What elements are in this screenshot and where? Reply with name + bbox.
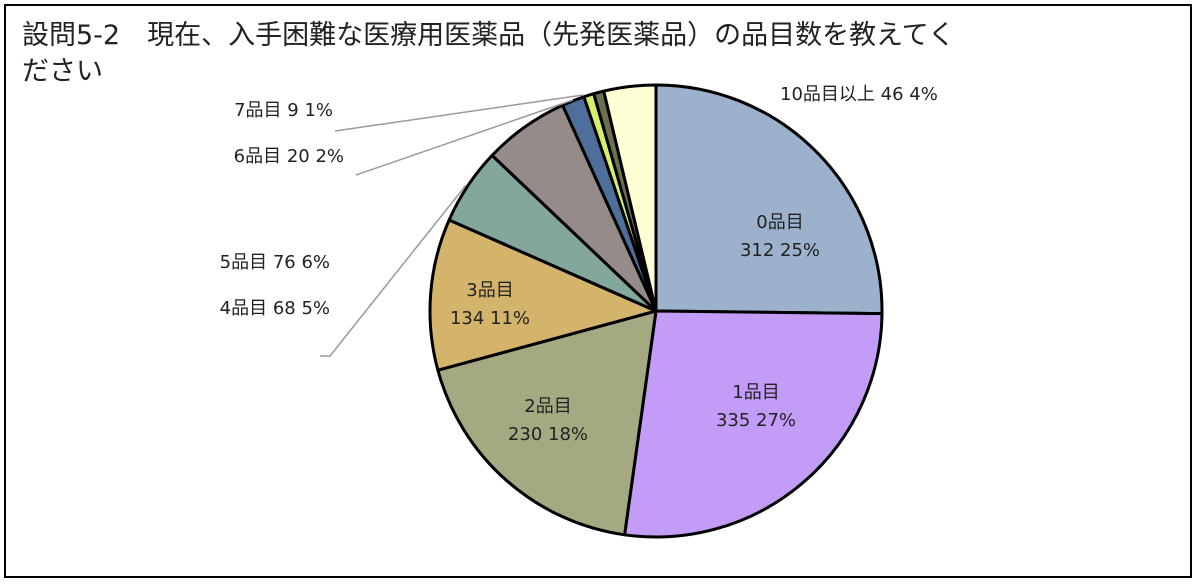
pie-slice-2 [436, 309, 658, 537]
slice-label-4: 4品目 68 5% [220, 298, 330, 319]
slice-label-value-3: 134 11% [450, 308, 530, 329]
leader-line-6 [355, 99, 574, 176]
pie-slice-9 [602, 83, 658, 313]
slice-label-category-3: 3品目 [466, 280, 513, 301]
pie-slice-1 [623, 309, 884, 539]
pie-slice-0 [654, 83, 884, 316]
slice-label-9: 10品目以上 46 4% [780, 84, 938, 105]
slice-label-value-2: 230 18% [508, 424, 588, 445]
leader-line-7 [334, 94, 584, 132]
slice-label-5: 5品目 76 6% [220, 252, 330, 273]
slice-label-value-0: 312 25% [740, 240, 820, 261]
slice-label-category-2: 2品目 [524, 396, 571, 417]
pie-slice-3 [428, 218, 658, 372]
slice-label-7: 7品目 9 1% [234, 100, 333, 121]
leader-line-5 [320, 184, 467, 357]
chart-title: 設問5-2 現在、入手困難な医療用医薬品（先発医薬品）の品目数を教えてください [22, 20, 955, 87]
slice-label-category-0: 0品目 [756, 212, 803, 233]
slice-label-category-1: 1品目 [732, 382, 779, 403]
slice-label-6: 6品目 20 2% [234, 146, 344, 167]
slice-label-value-1: 335 27% [716, 410, 796, 431]
